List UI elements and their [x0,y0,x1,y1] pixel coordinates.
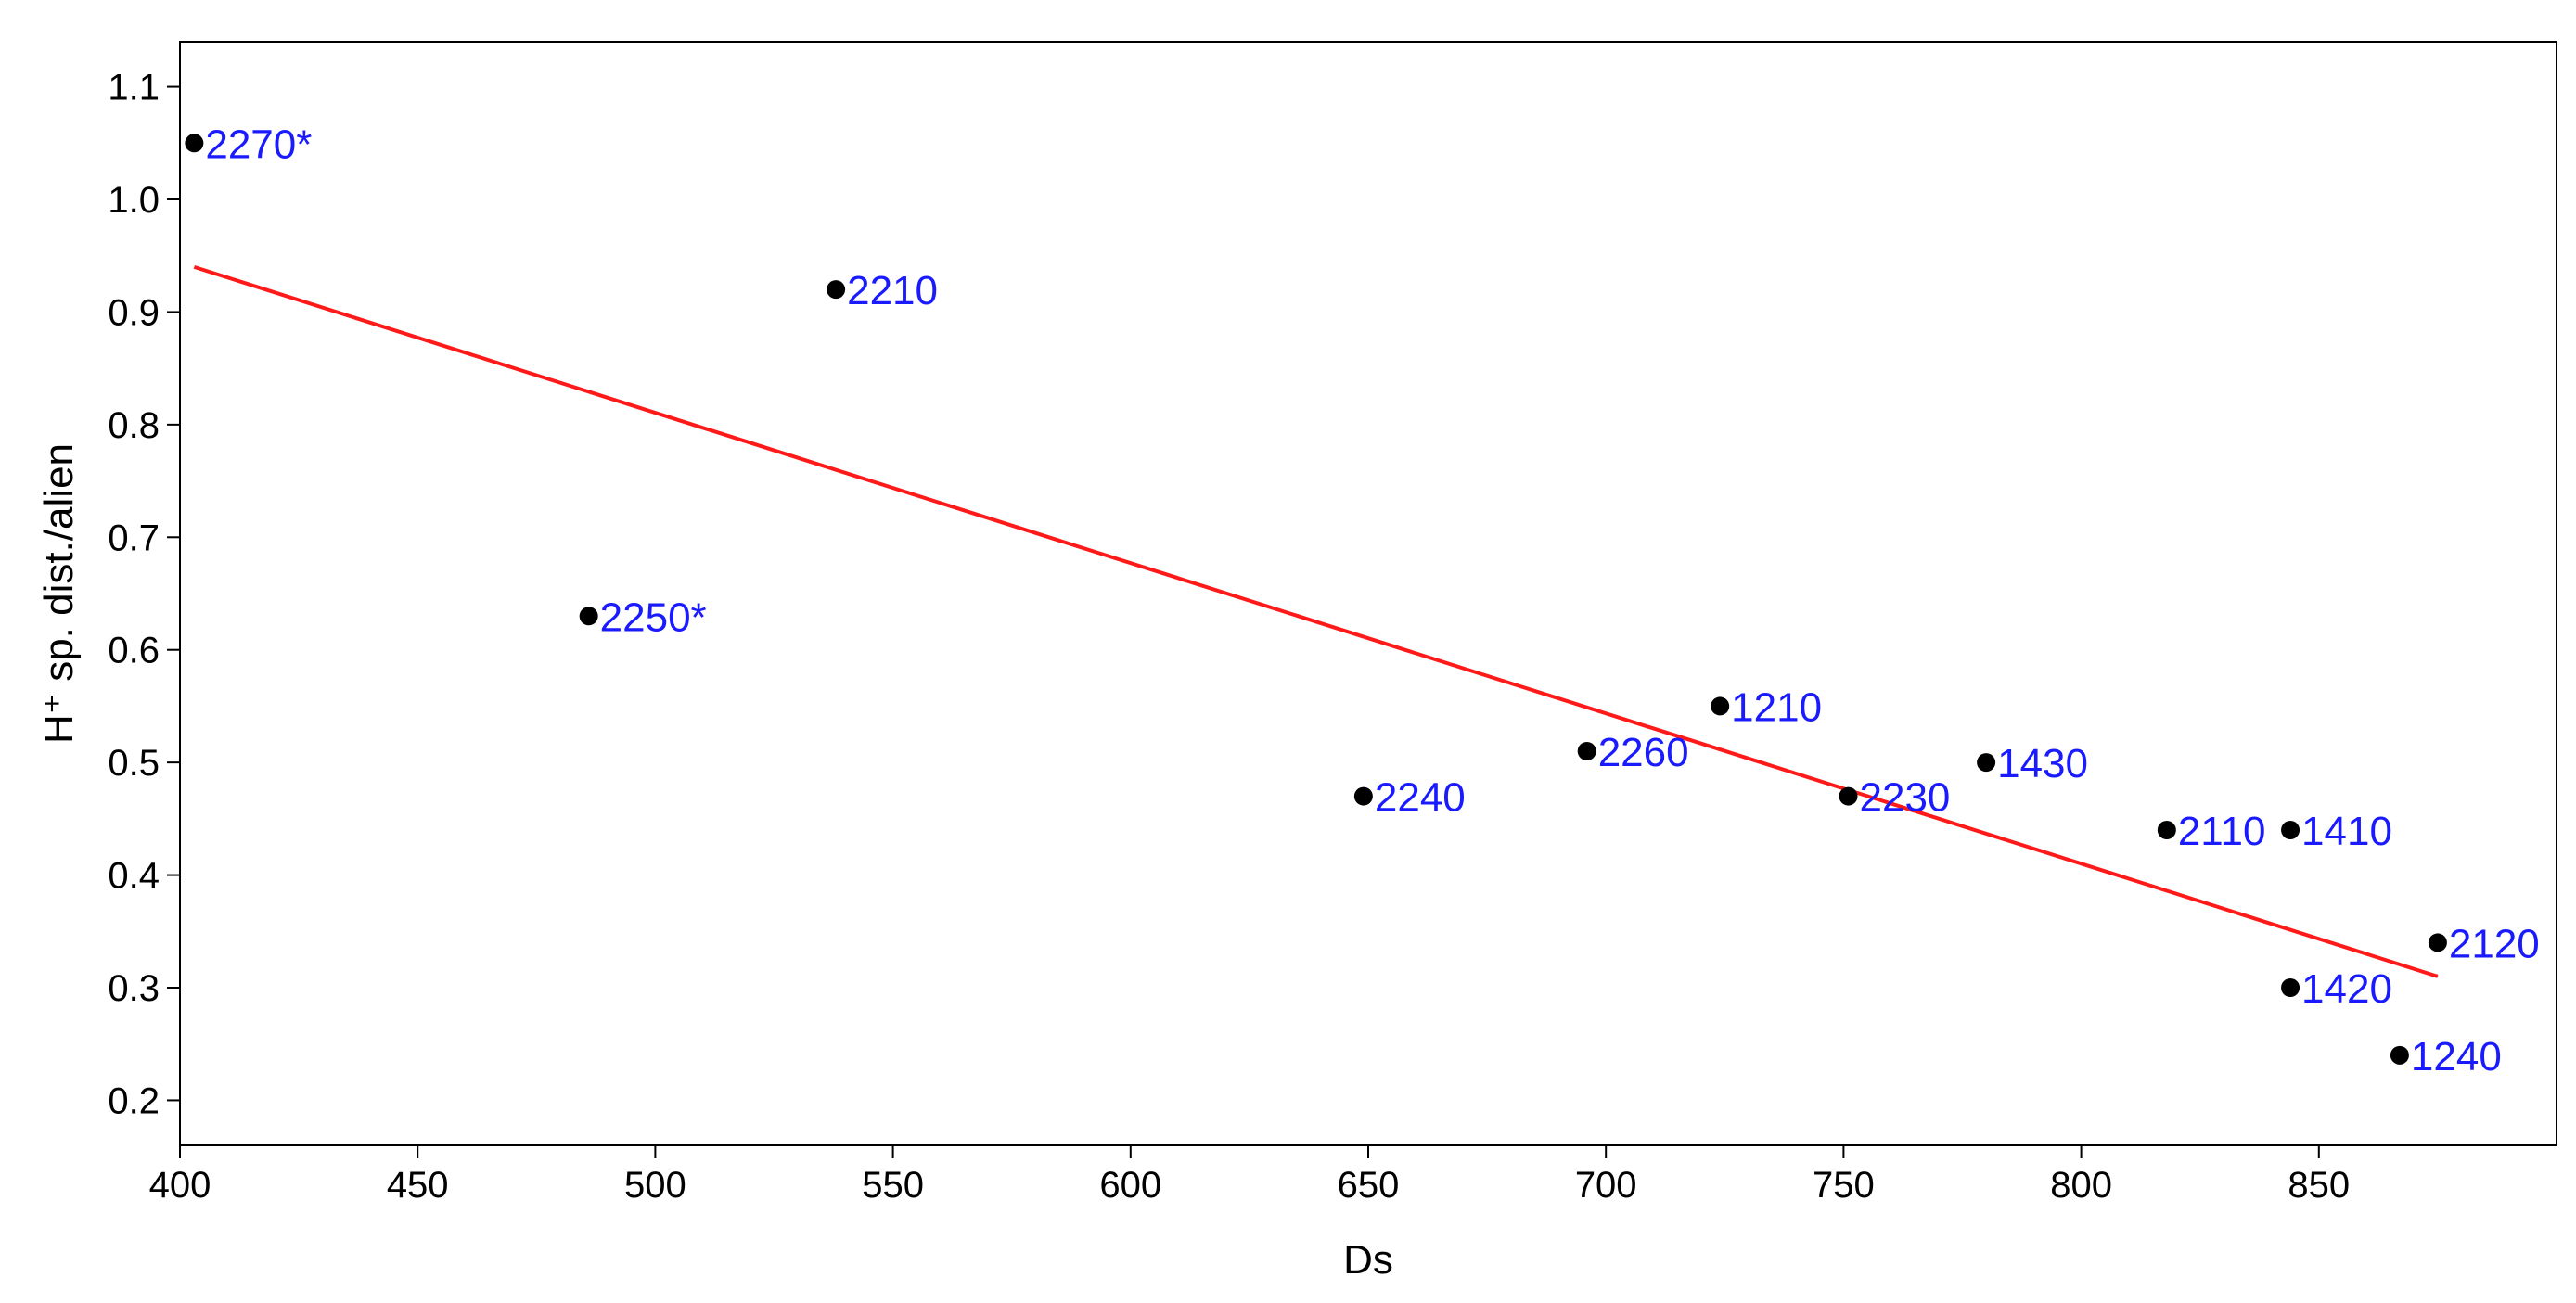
point-label: 2240 [1375,775,1466,821]
y-tick-label: 0.7 [108,517,160,558]
point-label: 1410 [2301,809,2392,854]
point-label: 2260 [1598,730,1689,775]
x-tick-label: 400 [149,1165,211,1206]
x-axis-title: Ds [1343,1237,1393,1283]
data-point [2428,933,2447,952]
data-point [2157,821,2176,839]
point-label: 2120 [2449,921,2540,966]
axes-group [179,41,2557,1146]
data-point [579,607,598,626]
data-point [2281,978,2300,997]
point-label: 2250* [600,594,707,640]
point-label: 2110 [2178,809,2266,854]
x-tick-label: 500 [624,1165,686,1206]
point-label: 1430 [1997,741,2088,786]
y-tick-label: 0.6 [108,631,160,671]
point-label: 2230 [1860,775,1951,821]
data-point [2390,1045,2409,1065]
x-tick-label: 750 [1813,1165,1875,1206]
x-tick-label: 550 [862,1165,924,1206]
data-point [1577,742,1596,760]
y-ticks-group: 0.2 0.3 0.4 0.5 0.6 0.7 0.8 0.9 1.0 1.1 [108,68,180,1121]
x-tick-label: 650 [1338,1165,1400,1206]
y-tick-label: 0.3 [108,968,160,1009]
x-tick-label: 850 [2288,1165,2350,1206]
data-point [1353,786,1373,806]
x-ticks-group: 400 450 500 550 600 650 700 750 800 850 [149,1145,2350,1206]
point-label: 1210 [1731,684,1822,730]
point-label: 2270* [205,121,312,167]
y-tick-label: 0.4 [108,856,160,897]
data-point [185,134,204,153]
trendline [193,264,2439,978]
x-tick-label: 450 [387,1165,449,1206]
point-labels-group: 2270* 2210 2250* 2240 2260 1210 2230 1430 2110 14… [205,121,2539,1079]
x-tick-label: 600 [1099,1165,1161,1206]
y-tick-label: 0.9 [108,292,160,333]
data-point [1839,786,1858,806]
y-tick-label: 0.2 [108,1080,160,1121]
data-point [827,280,846,300]
data-point [1711,696,1730,716]
y-tick-label: 1.0 [108,180,160,221]
data-point [1977,753,1996,773]
plot-frame [179,41,2557,1146]
y-tick-label: 0.8 [108,405,160,446]
y-tick-label: 0.5 [108,743,160,784]
point-label: 1420 [2301,966,2392,1012]
points-group [185,134,2447,1065]
y-axis-title: H⁺ sp. dist./alien [36,443,82,744]
point-label: 2210 [847,268,938,313]
trendline-group [193,264,2439,978]
point-label: 1240 [2411,1034,2502,1079]
x-tick-label: 800 [2050,1165,2112,1206]
data-point [2281,821,2300,839]
y-tick-label: 1.1 [108,68,160,109]
x-tick-label: 700 [1575,1165,1637,1206]
